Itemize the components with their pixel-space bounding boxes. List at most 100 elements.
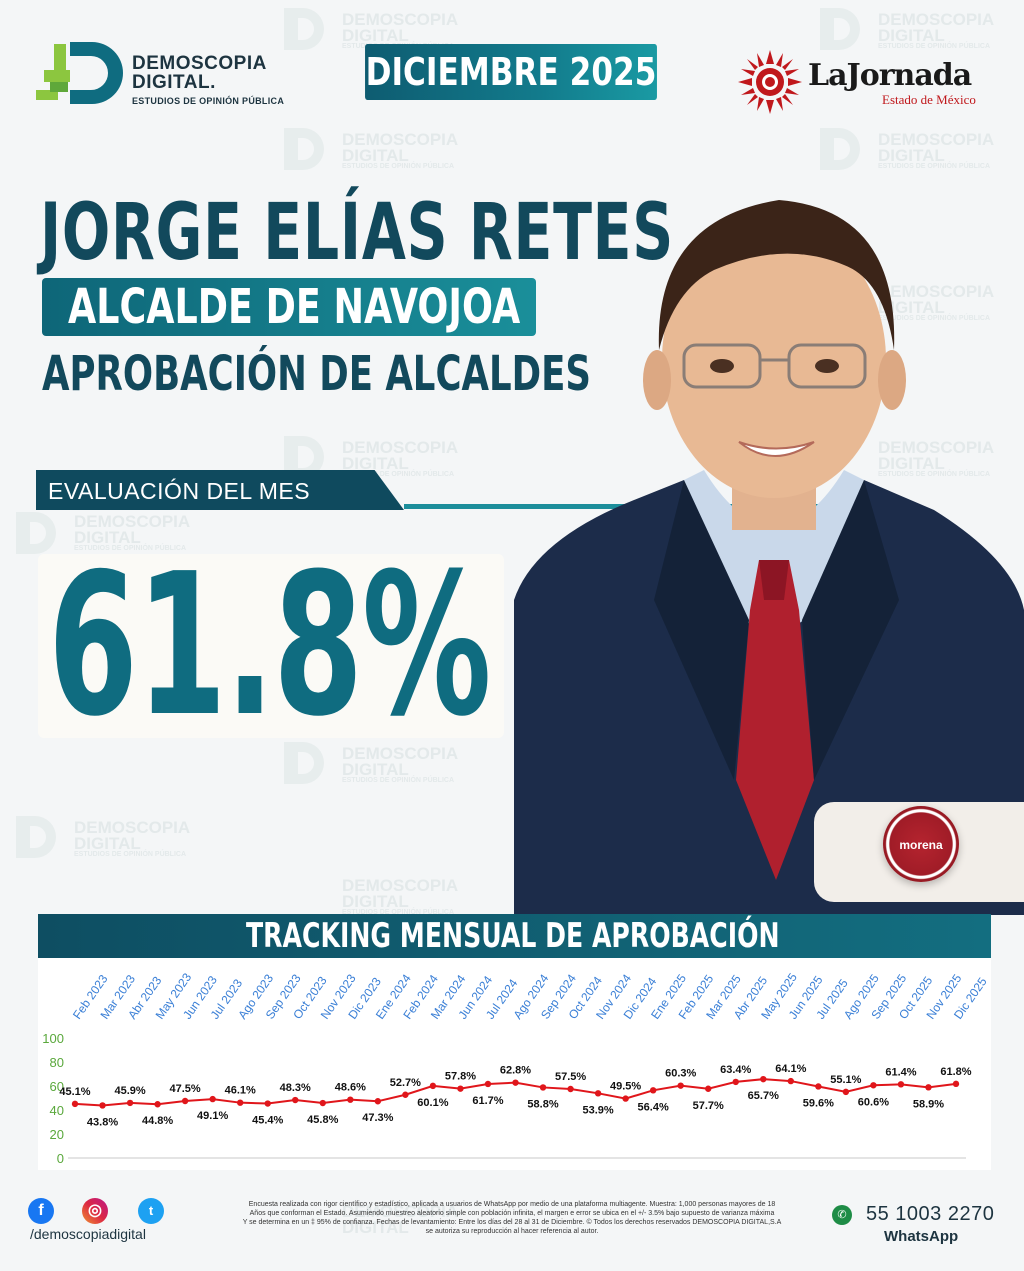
- data-point: [815, 1083, 822, 1090]
- evaluation-band: [36, 470, 404, 510]
- data-point: [649, 1087, 657, 1094]
- data-label: 58.8%: [527, 1098, 558, 1110]
- role-badge: [42, 278, 536, 336]
- data-label: 57.7%: [693, 1100, 724, 1112]
- data-label: 45.8%: [307, 1114, 338, 1126]
- data-label: 61.8%: [940, 1066, 971, 1078]
- data-point: [181, 1097, 189, 1105]
- data-label: 45.1%: [59, 1086, 90, 1098]
- data-point: [594, 1090, 602, 1097]
- data-point: [539, 1084, 547, 1091]
- y-tick-label: 0: [57, 1151, 64, 1166]
- data-label: 45.4%: [252, 1115, 283, 1127]
- data-label: 46.1%: [225, 1085, 256, 1097]
- data-point: [347, 1096, 354, 1103]
- data-label: 44.8%: [142, 1115, 173, 1127]
- data-label: 60.6%: [858, 1096, 889, 1108]
- data-label: 65.7%: [748, 1090, 779, 1102]
- party-label: morena: [899, 838, 943, 852]
- data-point: [842, 1088, 850, 1096]
- data-point: [154, 1101, 161, 1108]
- data-point: [209, 1095, 216, 1103]
- la-jornada-wordmark: LaJornada: [808, 58, 972, 93]
- data-label: 49.1%: [197, 1110, 228, 1122]
- data-label: 43.8%: [87, 1116, 118, 1128]
- data-point: [567, 1085, 574, 1093]
- data-label: 49.5%: [610, 1081, 641, 1093]
- data-point: [897, 1081, 905, 1088]
- data-point: [99, 1102, 106, 1109]
- data-label: 60.1%: [417, 1097, 448, 1109]
- data-label: 57.5%: [555, 1071, 586, 1083]
- date-badge: DICIEMBRE 2025: [365, 44, 657, 100]
- morena-logo-icon: [883, 806, 959, 882]
- data-point: [732, 1078, 739, 1086]
- data-label: 61.7%: [472, 1095, 503, 1107]
- approval-score: 61.8%: [48, 532, 492, 760]
- data-point: [512, 1079, 519, 1086]
- data-point: [319, 1099, 326, 1107]
- data-label: 48.3%: [280, 1082, 311, 1094]
- chart-title: TRACKING MENSUAL DE APROBACIÓN: [245, 916, 780, 956]
- social-handle[interactable]: /demoscopiadigital: [30, 1226, 146, 1242]
- data-point: [374, 1098, 382, 1105]
- la-jornada-subtitle: Estado de México: [882, 92, 976, 107]
- data-label: 53.9%: [582, 1104, 613, 1116]
- facebook-icon[interactable]: f: [28, 1198, 54, 1224]
- data-label: 58.9%: [913, 1098, 944, 1110]
- data-point: [126, 1099, 134, 1107]
- y-tick-label: 80: [50, 1055, 64, 1070]
- watermark-mark: [284, 128, 324, 170]
- data-point: [71, 1100, 79, 1108]
- whatsapp-label: WhatsApp: [884, 1228, 959, 1245]
- instagram-icon[interactable]: ◎: [82, 1198, 108, 1224]
- data-point: [787, 1077, 795, 1085]
- data-point: [292, 1096, 299, 1104]
- watermark-mark: [820, 128, 860, 170]
- tracking-header: [38, 914, 991, 958]
- data-label: 63.4%: [720, 1064, 751, 1076]
- data-point: [677, 1082, 684, 1089]
- data-label: 59.6%: [803, 1097, 834, 1109]
- data-label: 55.1%: [830, 1074, 861, 1086]
- data-point: [484, 1080, 492, 1088]
- brand-wordmark: DEMOSCOPIA DIGITAL. ESTUDIOS DE OPINIÓN …: [132, 53, 285, 106]
- y-tick-label: 40: [50, 1103, 64, 1118]
- y-tick-label: 60: [50, 1079, 64, 1094]
- data-point: [952, 1080, 960, 1088]
- data-point: [705, 1085, 712, 1092]
- evaluation-label: EVALUACIÓN DEL MES: [48, 478, 311, 504]
- demoscopia-logo-icon: [36, 42, 123, 104]
- data-label: 52.7%: [390, 1077, 421, 1089]
- data-label: 61.4%: [885, 1066, 916, 1078]
- politician-name: JORGE ELÍAS RETES: [40, 188, 675, 278]
- data-point: [760, 1075, 767, 1083]
- phone-number[interactable]: 55 1003 2270: [866, 1203, 995, 1225]
- data-label: 64.1%: [775, 1063, 806, 1075]
- twitter-icon[interactable]: t: [138, 1198, 164, 1224]
- data-label: 56.4%: [638, 1101, 669, 1113]
- data-label: 48.6%: [335, 1082, 366, 1094]
- watermark-mark: [284, 8, 324, 50]
- data-point: [264, 1100, 271, 1107]
- y-tick-label: 20: [50, 1127, 64, 1142]
- data-label: 45.9%: [114, 1085, 145, 1097]
- y-tick-label: 100: [42, 1031, 64, 1046]
- data-point: [429, 1082, 437, 1090]
- data-point: [402, 1091, 409, 1098]
- data-label: 60.3%: [665, 1068, 696, 1080]
- data-point: [236, 1099, 244, 1106]
- methodology-note: Encuesta realizada con rigor científico …: [242, 1201, 782, 1235]
- data-point: [622, 1095, 629, 1102]
- data-label: 57.8%: [445, 1071, 476, 1083]
- whatsapp-icon[interactable]: ✆: [832, 1205, 852, 1225]
- role-label: ALCALDE DE NAVOJOA: [68, 279, 521, 335]
- data-label: 47.5%: [170, 1083, 201, 1095]
- data-label: 62.8%: [500, 1065, 531, 1077]
